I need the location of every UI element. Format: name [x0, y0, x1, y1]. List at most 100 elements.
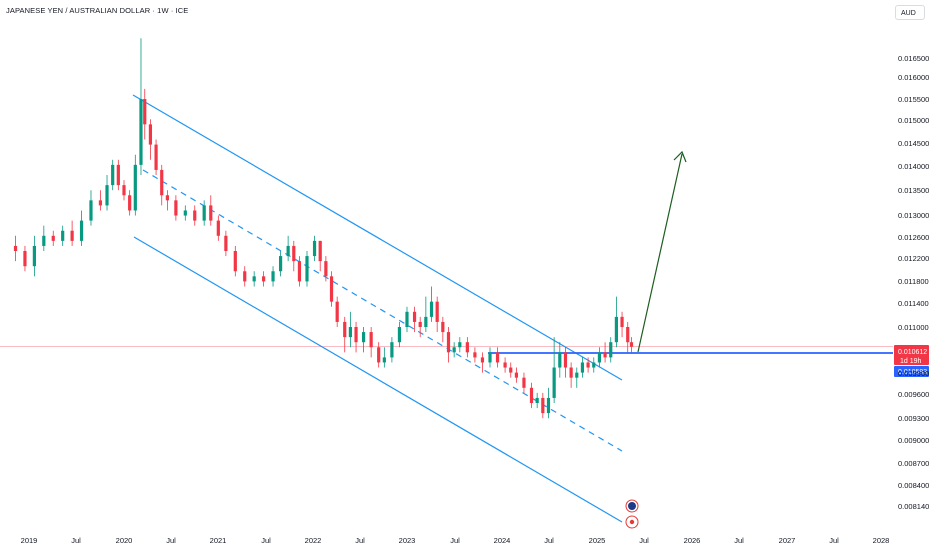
candle	[32, 235, 36, 277]
candle	[412, 306, 417, 333]
channel-mid-line[interactable]	[142, 169, 623, 452]
candle	[509, 362, 513, 378]
candle	[262, 271, 266, 287]
candle	[148, 119, 153, 160]
y-tick-label: 0.013500	[898, 186, 929, 195]
candle	[495, 347, 500, 368]
candle	[348, 311, 352, 348]
y-tick-label: 0.008700	[898, 459, 929, 468]
candle	[116, 159, 120, 191]
candle	[61, 225, 65, 246]
x-tick-label: Jul	[166, 536, 176, 545]
currency-selector-button[interactable]: AUD	[895, 5, 925, 20]
candle	[361, 327, 366, 353]
candle	[305, 251, 309, 287]
candle	[98, 190, 103, 211]
candle	[354, 321, 358, 353]
candle	[23, 245, 27, 272]
candle	[143, 88, 147, 140]
candle	[51, 230, 55, 246]
x-axis: 2019 Jul 2020 Jul 2021 Jul 2022 Jul 2023 Jul 2024 J…	[21, 536, 890, 545]
y-tick-label: 0.014500	[898, 139, 929, 148]
x-tick-label: Jul	[355, 536, 365, 545]
candle	[429, 286, 434, 322]
candle	[111, 159, 115, 191]
y-tick-label: 0.013000	[898, 211, 929, 220]
projection-arrow-line[interactable]	[637, 153, 683, 353]
y-tick-label: 0.009300	[898, 414, 929, 423]
x-tick-label: 2028	[873, 536, 890, 545]
candle	[202, 200, 206, 226]
candle	[286, 235, 290, 262]
candle	[541, 392, 545, 419]
candle	[563, 347, 568, 378]
candle	[133, 154, 137, 216]
y-tick-label: 0.011000	[898, 323, 929, 332]
x-tick-label: Jul	[544, 536, 554, 545]
candle	[89, 190, 93, 226]
x-tick-label: 2026	[684, 536, 701, 545]
x-tick-label: Jul	[71, 536, 81, 545]
x-tick-label: 2024	[494, 536, 511, 545]
candle	[441, 316, 445, 343]
y-tick-label: 0.015500	[898, 95, 929, 104]
candle	[233, 245, 237, 277]
candle	[503, 357, 507, 373]
candle	[529, 382, 534, 409]
y-tick-label: 0.009900	[898, 369, 929, 378]
candle	[603, 342, 607, 363]
candle	[13, 235, 18, 262]
candle	[546, 387, 551, 419]
candle	[292, 240, 296, 272]
candle	[592, 357, 596, 373]
candle	[70, 220, 74, 246]
y-axis: 0.016500 0.016000 0.015500 0.015000 0.014500…	[898, 54, 929, 511]
y-tick-label: 0.016000	[898, 73, 929, 82]
candle	[480, 352, 485, 373]
earnings-event-icon[interactable]	[625, 499, 639, 513]
candle	[324, 256, 328, 282]
candle	[377, 342, 381, 368]
candle	[522, 372, 526, 393]
y-tick-label: 0.011400	[898, 299, 929, 308]
y-tick-label: 0.011800	[898, 277, 929, 286]
candle	[435, 296, 439, 333]
candle	[558, 342, 562, 378]
candle	[418, 316, 422, 338]
support-price-value: 0.010593	[898, 369, 927, 376]
candle	[575, 367, 579, 388]
candle	[216, 215, 220, 241]
candle	[243, 266, 247, 287]
x-tick-label: 2021	[210, 536, 227, 545]
y-tick-label: 0.008400	[898, 481, 929, 490]
y-tick-label: 0.009600	[898, 390, 929, 399]
candle	[312, 235, 317, 262]
candle	[609, 337, 613, 363]
candle	[597, 347, 602, 368]
candle	[271, 266, 275, 287]
channel-upper-line[interactable]	[132, 94, 623, 381]
x-tick-label: Jul	[450, 536, 460, 545]
x-tick-label: 2025	[589, 536, 606, 545]
last-price-value: 0.010612	[898, 349, 927, 356]
candle	[458, 337, 462, 353]
x-tick-label: 2019	[21, 536, 38, 545]
x-tick-label: Jul	[261, 536, 271, 545]
candle	[297, 256, 302, 287]
candle	[552, 337, 556, 403]
candle	[514, 367, 519, 383]
candle	[42, 225, 46, 251]
y-tick-label: 0.012200	[898, 254, 929, 263]
candle	[369, 327, 373, 358]
dividend-event-icon[interactable]	[625, 515, 639, 529]
candle	[569, 362, 573, 388]
candle	[224, 230, 228, 257]
y-tick-label: 0.015000	[898, 116, 929, 125]
candle	[446, 327, 451, 363]
channel-lower-line[interactable]	[133, 236, 623, 523]
candle	[343, 316, 347, 353]
candle	[122, 180, 126, 201]
y-tick-label: 0.014000	[898, 162, 929, 171]
candle	[390, 337, 394, 363]
